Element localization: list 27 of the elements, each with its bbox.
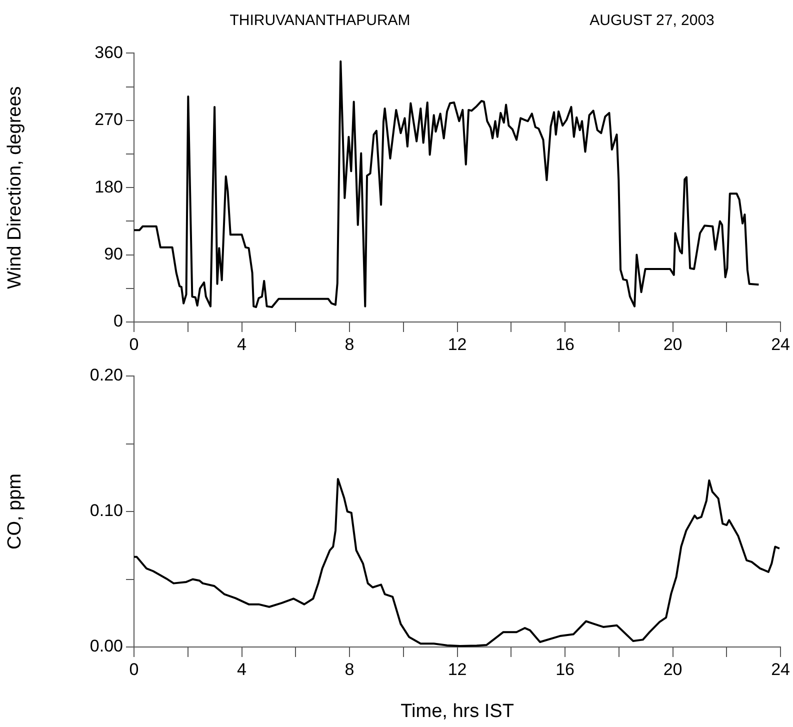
y-axis-title: CO, ppm [4, 473, 26, 550]
x-tick-label: 12 [448, 334, 467, 354]
y-tick-label: 270 [94, 110, 123, 130]
x-tick-label: 8 [344, 334, 354, 354]
y-tick-label: 0.20 [90, 366, 123, 385]
x-tick-label: 24 [771, 660, 790, 679]
x-tick-label: 0 [129, 660, 139, 679]
y-tick-label: 0 [114, 312, 123, 331]
chart-subtitle: AUGUST 27, 2003 [590, 12, 714, 29]
y-tick-label: 0.00 [90, 636, 123, 656]
x-tick-label: 8 [344, 660, 354, 679]
y-tick-label: 360 [94, 42, 123, 62]
x-tick-label: 12 [448, 660, 467, 679]
x-axis-title: Time, hrs IST [400, 700, 514, 722]
x-tick-label: 20 [663, 660, 682, 679]
y-axis-title: Wind Direction, degrees [4, 86, 26, 289]
y-tick-label: 180 [94, 177, 123, 196]
y-tick-label: 90 [104, 244, 123, 264]
x-tick-label: 16 [556, 334, 574, 354]
x-tick-label: 20 [663, 334, 682, 354]
x-tick-label: 24 [771, 334, 790, 354]
x-tick-label: 4 [237, 660, 246, 679]
x-tick-label: 0 [129, 334, 139, 354]
chart-title: THIRUVANANTHAPURAM [230, 12, 410, 29]
x-tick-label: 4 [237, 334, 246, 354]
x-tick-label: 16 [556, 660, 574, 679]
y-tick-label: 0.10 [90, 501, 123, 520]
